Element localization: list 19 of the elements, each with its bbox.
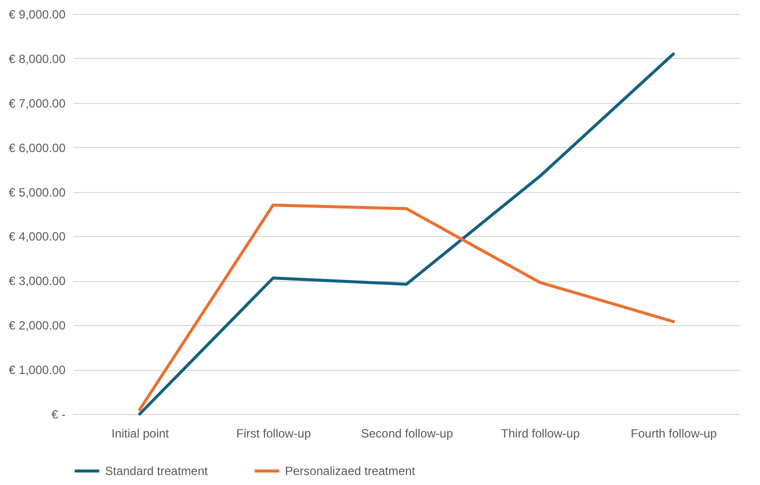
x-tick-label: Third follow-up	[501, 426, 580, 440]
x-tick-label: First follow-up	[236, 426, 312, 440]
legend-label: Standard treatment	[105, 464, 208, 478]
y-tick-label: € 6,000.00	[8, 140, 66, 155]
y-tick-label: € 8,000.00	[8, 52, 66, 66]
y-tick-label: € 7,000.00	[8, 96, 66, 110]
y-tick-label: € 2,000.00	[8, 318, 66, 333]
x-tick-label: Initial point	[112, 426, 170, 440]
y-tick-label: € 9,000.00	[8, 8, 66, 22]
y-tick-label: € 1,000.00	[8, 363, 66, 378]
x-tick-label: Second follow-up	[360, 426, 454, 440]
y-tick-label: € 5,000.00	[8, 185, 66, 200]
x-tick-label: Fourth follow-up	[630, 426, 718, 440]
y-tick-label: € 3,000.00	[8, 274, 66, 288]
y-tick-label: € 4,000.00	[8, 230, 66, 244]
line-series	[138, 204, 675, 412]
y-tick-label: € -	[51, 408, 66, 422]
legend-label: Personalizaed treatment	[285, 464, 416, 478]
line-series	[138, 52, 675, 416]
